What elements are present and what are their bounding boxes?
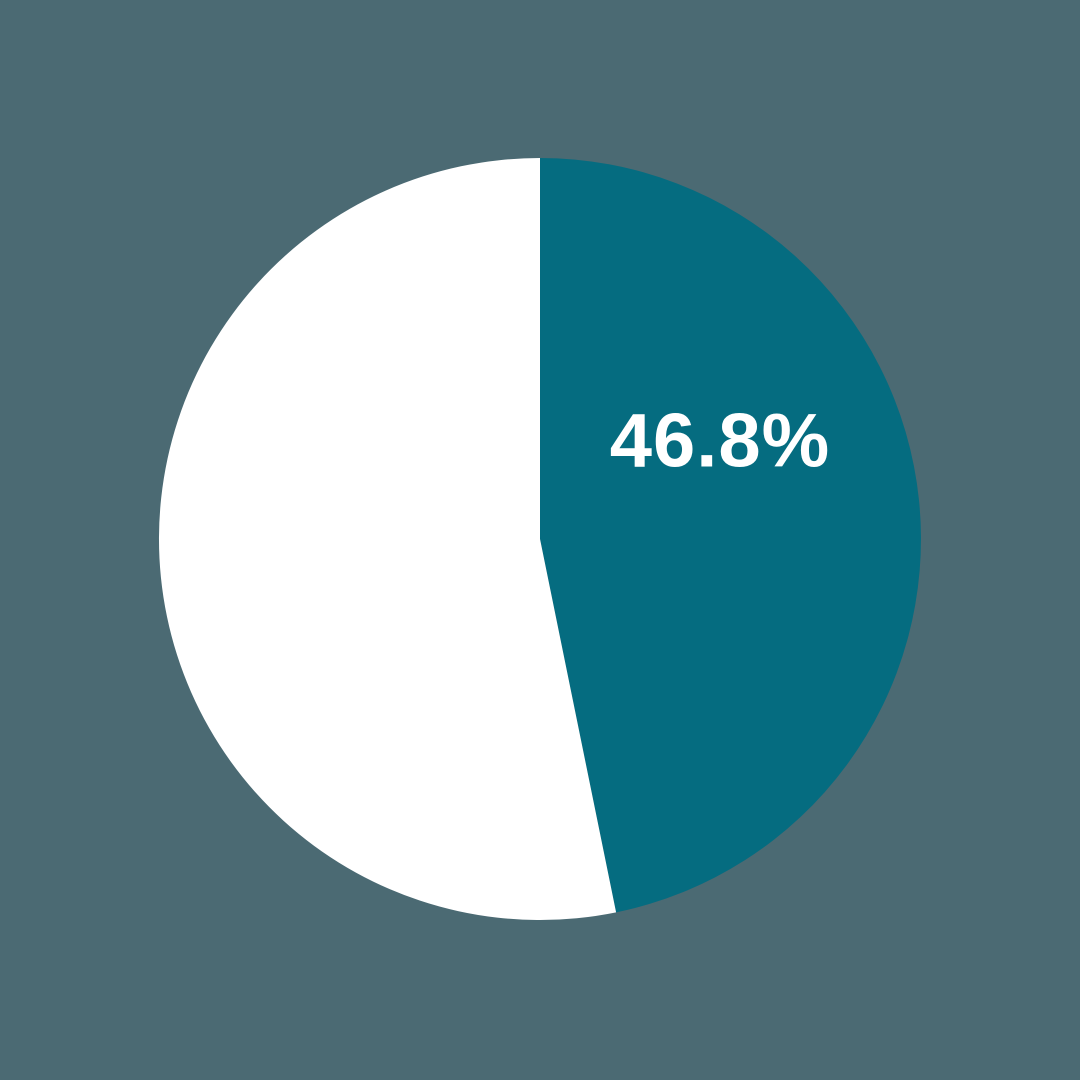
pie-slice-highlighted [540,158,921,913]
pie-slice-percentage-label: 46.8% [610,399,831,484]
pie-slice-remainder [158,157,617,920]
